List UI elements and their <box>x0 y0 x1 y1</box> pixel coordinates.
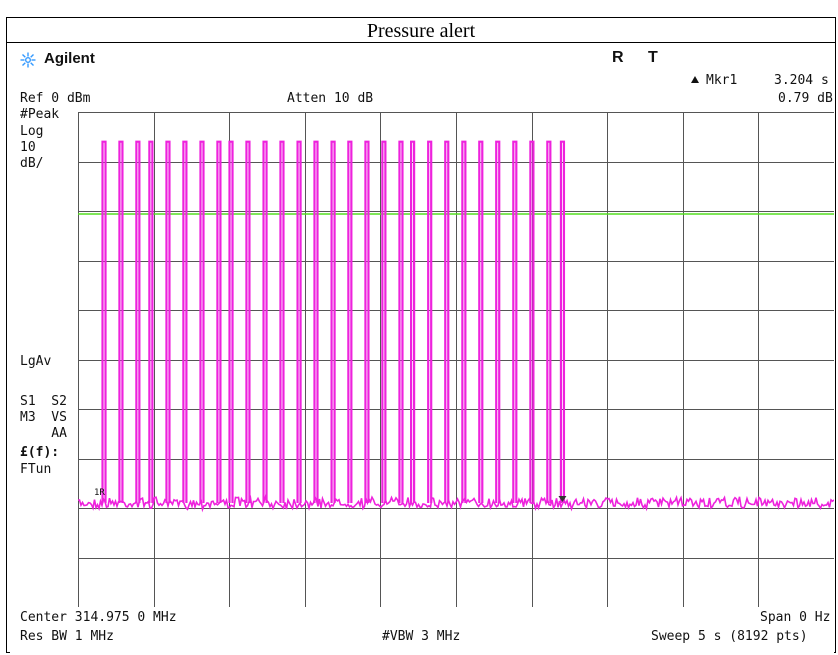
page-title: Pressure alert <box>366 20 476 42</box>
delta-marker-icon <box>691 76 699 83</box>
scale-unit: dB/ <box>20 156 44 171</box>
pulse <box>410 140 416 504</box>
status-r: R <box>612 49 624 66</box>
pulse <box>296 140 302 504</box>
pulse <box>381 140 387 504</box>
plot-svg: 1R <box>78 112 834 607</box>
pulse-trace <box>101 140 566 504</box>
function-sub-label: FTun <box>20 462 52 477</box>
detector-label: #Peak <box>20 107 60 122</box>
span-label: Span 0 Hz <box>760 610 831 625</box>
pulse <box>347 140 353 504</box>
pulse <box>512 140 518 504</box>
graticule <box>78 112 834 607</box>
sweep-label: Sweep 5 s (8192 pts) <box>651 629 808 644</box>
pulse <box>182 140 188 504</box>
pulse <box>529 140 535 504</box>
trace-plot: 1R <box>78 112 834 607</box>
pulse <box>148 140 154 504</box>
attenuation: Atten 10 dB <box>287 91 374 106</box>
pulse <box>364 140 370 504</box>
pulse <box>216 140 222 504</box>
marker-1r-label: 1R <box>94 488 105 498</box>
center-frequency: Center 314.975 0 MHz <box>20 610 177 625</box>
ref-level: Ref 0 dBm <box>20 91 91 106</box>
marker-level: 0.79 dB <box>778 91 833 106</box>
marker-label: Mkr1 <box>706 73 738 88</box>
trace-status-row3: AA <box>20 426 67 441</box>
title-bar: Pressure alert <box>6 17 836 43</box>
pulse <box>118 140 124 504</box>
pulse <box>279 140 285 504</box>
pulse <box>135 140 141 504</box>
brand-label: Agilent <box>44 50 95 67</box>
noise-floor-trace <box>78 494 834 513</box>
pulse <box>495 140 501 504</box>
scale-value: 10 <box>20 140 36 155</box>
status-t: T <box>648 49 658 66</box>
function-label: £(f): <box>20 445 60 460</box>
pulse <box>559 140 566 504</box>
pulse <box>101 140 107 504</box>
pulse <box>245 140 251 504</box>
res-bw-label: Res BW 1 MHz <box>20 629 114 644</box>
pulse <box>228 140 234 504</box>
agilent-logo-icon <box>20 52 36 68</box>
pulse <box>262 140 268 504</box>
pulse <box>444 140 450 504</box>
pulse <box>461 140 467 504</box>
averaging-label: LgAv <box>20 354 52 369</box>
pulse <box>427 140 433 504</box>
pulse <box>478 140 484 504</box>
pulse <box>330 140 336 504</box>
trace-status-row2: M3 VS <box>20 410 67 425</box>
pulse <box>165 140 171 504</box>
marker-time: 3.204 s <box>774 73 829 88</box>
analyzer-screen <box>10 44 834 654</box>
pulse <box>398 140 404 504</box>
pulse <box>199 140 205 504</box>
pulse <box>313 140 319 504</box>
scale-type: Log <box>20 124 44 139</box>
trace-status-row1: S1 S2 <box>20 394 67 409</box>
pulse <box>546 140 552 504</box>
marker-symbol <box>558 496 567 503</box>
vbw-label: #VBW 3 MHz <box>382 629 461 644</box>
marker-triangle-icon <box>558 496 567 503</box>
